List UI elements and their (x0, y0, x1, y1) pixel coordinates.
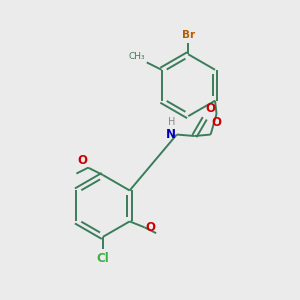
Text: CH₃: CH₃ (129, 52, 145, 61)
Text: O: O (146, 221, 156, 234)
Text: H: H (168, 117, 175, 127)
Text: Cl: Cl (97, 252, 109, 265)
Text: O: O (212, 116, 221, 129)
Text: Br: Br (182, 30, 195, 40)
Text: N: N (166, 128, 176, 141)
Text: O: O (205, 102, 215, 116)
Text: O: O (77, 154, 87, 167)
